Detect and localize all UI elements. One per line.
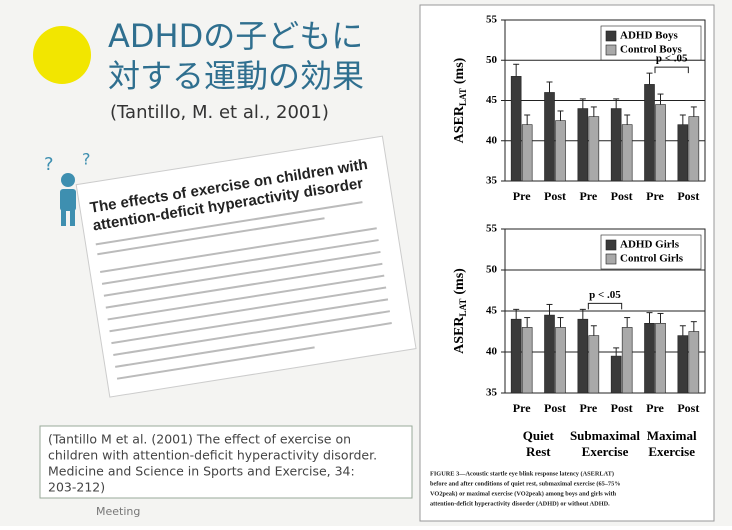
y-tick-label: 40 [486, 346, 498, 358]
bar [621, 327, 633, 394]
plot-frame [504, 19, 706, 182]
bar [577, 318, 589, 394]
legend-label: ADHD Boys [620, 30, 678, 42]
x-tick-label: Pre [646, 401, 664, 415]
citation: 203-212) [48, 480, 105, 495]
caption: attention-deficit hyperactivity disorder… [430, 500, 610, 507]
legend-box [600, 234, 702, 270]
y-tick-label: 45 [486, 305, 498, 317]
x-tick-label: Pre [513, 189, 531, 203]
bar [610, 108, 622, 182]
person-icon: ?? [44, 150, 91, 226]
x-tick-label: Pre [579, 401, 597, 415]
bar [677, 335, 689, 394]
x-tick-label: Post [611, 401, 633, 415]
group-label: Exercise [648, 444, 695, 459]
bar [521, 327, 533, 394]
group-label: Submaximal [570, 428, 640, 443]
y-label-main: ASER [452, 316, 467, 354]
plot-frame [504, 228, 706, 394]
y-tick-label: 35 [486, 175, 498, 187]
legend-label: ADHD Girls [620, 239, 680, 251]
y-label-sub: LAT [458, 88, 468, 106]
y-tick-label: 55 [486, 14, 498, 26]
annotation: p < .05 [656, 53, 688, 65]
bar [577, 108, 589, 182]
paper-text-lines [95, 201, 392, 380]
annotation: p < .05 [589, 289, 621, 301]
y-label-unit: (ms) [452, 57, 467, 84]
citation: (Tantillo M et al. (2001) The effect of … [48, 432, 351, 447]
y-tick-label: 40 [486, 134, 498, 146]
paper-image: The effects of exercise on children with… [75, 135, 417, 398]
caption: before and after conditions of quiet res… [430, 480, 621, 487]
legend-swatch [605, 44, 617, 56]
y-tick-label: 50 [486, 54, 498, 66]
bar [544, 92, 555, 182]
y-axis-label: ASERLAT (ms) [452, 268, 468, 354]
bar [588, 116, 600, 182]
x-tick-label: Post [611, 189, 633, 203]
svg-text:?: ? [82, 150, 91, 169]
bar [688, 116, 700, 182]
significance-bracket [587, 302, 623, 310]
x-tick-label: Post [677, 189, 699, 203]
footer: Meeting [96, 505, 140, 518]
group-label: Rest [526, 444, 551, 459]
bar [621, 124, 633, 182]
bar [555, 327, 566, 394]
y-tick-label: 55 [486, 223, 498, 235]
y-axis-label: ASERLAT (ms) [452, 57, 468, 143]
citation: Medicine and Science in Sports and Exerc… [48, 464, 355, 479]
bar [521, 124, 533, 182]
bar [644, 322, 655, 394]
y-label-sub: LAT [458, 299, 468, 317]
legend-label: Control Boys [620, 44, 683, 56]
group-label: Maximal [647, 428, 697, 443]
source: (Tantillo, M. et al., 2001) [110, 102, 329, 123]
bar [644, 84, 655, 182]
citation-box [39, 425, 413, 499]
group-label: Exercise [582, 444, 629, 459]
y-tick-label: 45 [486, 94, 498, 106]
x-tick-label: Post [544, 189, 566, 203]
caption: VO2peak) or maximal exercise (VO2peak) a… [430, 490, 617, 497]
title-line: ADHDの子どもに [108, 17, 363, 55]
sun-icon [33, 26, 91, 84]
bar [655, 104, 666, 182]
bar [588, 335, 600, 394]
citation: children with attention-deficit hyperact… [48, 448, 377, 463]
y-label-main: ASER [452, 105, 467, 143]
bar [655, 322, 666, 394]
legend-swatch [605, 30, 617, 42]
bar [688, 331, 700, 394]
x-tick-label: Pre [646, 189, 664, 203]
legend-swatch [605, 239, 617, 251]
x-tick-label: Post [544, 401, 566, 415]
legend-swatch [605, 253, 617, 265]
y-tick-label: 50 [486, 264, 498, 276]
bar [677, 124, 689, 182]
y-label-unit: (ms) [452, 268, 467, 295]
caption: FIGURE 3—Acoustic startle eye blink resp… [430, 470, 614, 477]
legend-label: Control Girls [620, 253, 684, 265]
x-tick-label: Pre [579, 189, 597, 203]
legend-box [600, 25, 702, 61]
significance-bracket [654, 66, 689, 74]
bar [544, 314, 555, 394]
bar [510, 76, 522, 182]
bar [555, 120, 566, 182]
x-tick-label: Post [677, 401, 699, 415]
title-line: 対する運動の効果 [108, 57, 364, 95]
x-tick-label: Pre [513, 401, 531, 415]
group-label: Quiet [523, 428, 555, 443]
svg-text:?: ? [44, 154, 54, 175]
bar [510, 318, 522, 394]
bar [610, 355, 622, 394]
y-tick-label: 35 [486, 387, 498, 399]
